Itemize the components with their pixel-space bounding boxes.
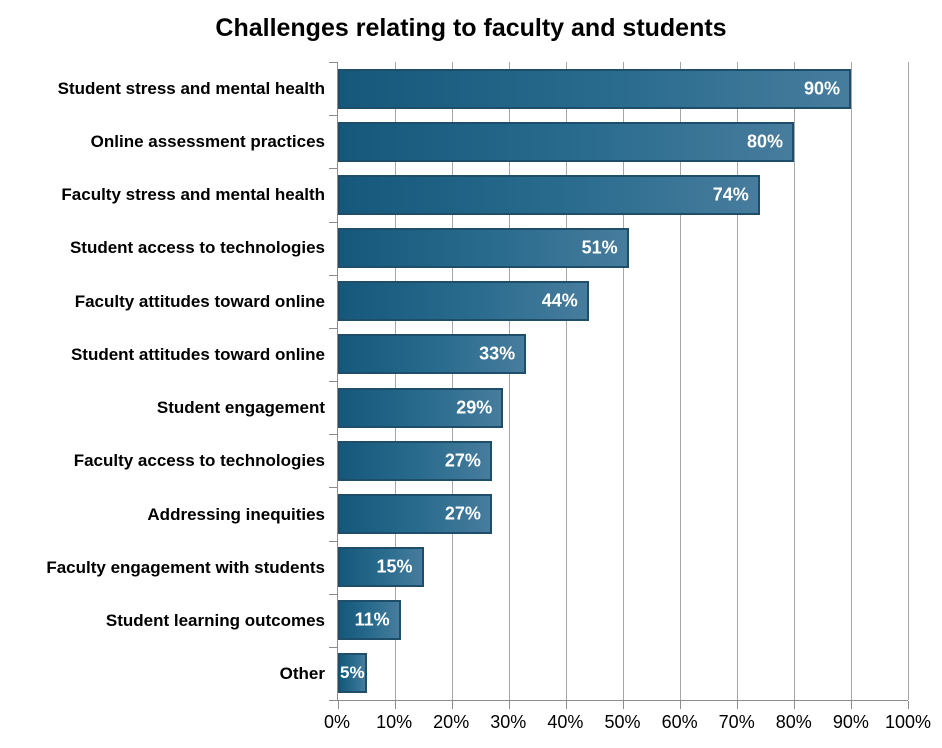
bar-row: 27% [338,434,908,487]
bar-row: 15% [338,541,908,594]
gridline [851,62,852,700]
category-axis-tick [329,540,337,542]
x-axis-tick-label: 70% [718,712,755,732]
bar-row: 51% [338,222,908,275]
gridline [623,62,624,700]
category-label: Student stress and mental health [57,78,325,98]
x-axis-tick-label: 40% [547,712,584,732]
x-axis-tick-label: 20% [433,712,470,732]
gridline [452,62,453,700]
bar-row: 80% [338,115,908,168]
x-axis-tick [908,701,909,709]
x-axis-tick-label: 60% [661,712,698,732]
bar-row: 27% [338,487,908,540]
gridline [794,62,795,700]
category-axis-tick [329,168,337,170]
bar-value-label: 27% [444,503,481,524]
x-axis-tick [566,701,567,709]
category-label: Faculty engagement with students [46,557,325,577]
bar-value-label: 74% [712,184,749,205]
gridline [395,62,396,700]
category-label: Faculty access to technologies [73,451,325,471]
bar: 11% [338,600,401,641]
gridline [566,62,567,700]
category-axis-tick [329,646,337,648]
gridline [680,62,681,700]
bar-value-label: 33% [479,343,516,364]
category-axis-tick [329,274,337,276]
x-axis-tick-label: 10% [376,712,413,732]
category-label: Student access to technologies [69,238,325,258]
x-axis: 0% 10% 20% 30% 40% 50% 60% 70% 80% 90% 100% [324,706,931,740]
bar: 29% [338,387,504,428]
bar-value-label: 11% [354,609,390,630]
bar: 74% [338,174,760,215]
x-axis-tick-label: 100% [884,712,932,732]
bar-row: 29% [338,381,908,434]
bar-value-label: 5% [340,663,365,683]
bar: 51% [338,228,629,269]
bar-value-label: 80% [746,131,783,152]
category-axis-tick [329,381,337,382]
category-axis-tick [329,115,337,117]
bar: 90% [338,68,851,109]
x-axis-tick [395,701,396,709]
bar-row: 74% [338,168,908,221]
bar-value-label: 90% [803,78,840,99]
x-axis-tick-label: 0% [323,712,351,732]
x-axis-tick-label: 50% [604,712,641,732]
x-axis-tick [794,701,795,709]
x-axis-tick-label: 30% [490,712,527,732]
category-axis-tick [329,221,337,223]
bar: 44% [338,281,589,322]
category-label: Other [279,664,325,684]
bar-value-label: 44% [541,290,578,311]
category-label: Student attitudes toward online [70,344,325,364]
x-axis-tick-label: 80% [775,712,812,732]
chart-title: Challenges relating to faculty and stude… [215,14,727,42]
bar: 80% [338,121,794,162]
bar-row: 11% [338,594,908,647]
x-axis-tick [851,701,852,709]
bar-value-label: 15% [376,556,413,577]
x-axis-tick [623,701,624,709]
x-axis-tick [338,701,339,709]
category-axis-tick [329,327,337,329]
bar: 27% [338,440,492,481]
category-label: Online assessment practices [90,131,325,151]
bar: 5% [338,653,367,694]
x-axis-tick [680,701,681,709]
bar-row: 44% [338,275,908,328]
category-label: Student engagement [156,398,325,418]
bar-value-label: 51% [581,237,618,258]
x-axis-tick [737,701,738,709]
bar-row: 90% [338,62,908,115]
bar: 33% [338,334,527,375]
x-axis-tick [509,701,510,709]
category-axis-tick [329,593,337,595]
bar: 27% [338,493,492,534]
bar: 15% [338,547,424,588]
category-axis-tick [329,700,337,701]
bar-value-label: 29% [456,397,493,418]
category-label: Addressing inequities [147,504,325,524]
category-axis-tick [329,434,337,436]
bar-row: 33% [338,328,908,381]
gridline [737,62,738,700]
gridline [509,62,510,700]
category-label: Faculty attitudes toward online [74,291,325,311]
plot-area: 90% 80% 74% 51% 44% 33% 29% 27% 27% 15% 11% 5% [329,62,909,709]
x-axis-tick [452,701,453,709]
category-axis-labels: Student stress and mental health Online a… [0,62,325,701]
category-label: Student learning outcomes [105,611,325,631]
x-axis-tick-label: 90% [832,712,869,732]
bar-row: 5% [338,647,908,700]
gridline [908,62,909,700]
category-label: Faculty stress and mental health [61,185,325,205]
category-axis-tick [329,62,337,63]
category-axis-tick [329,487,337,489]
bar-value-label: 27% [444,450,481,471]
